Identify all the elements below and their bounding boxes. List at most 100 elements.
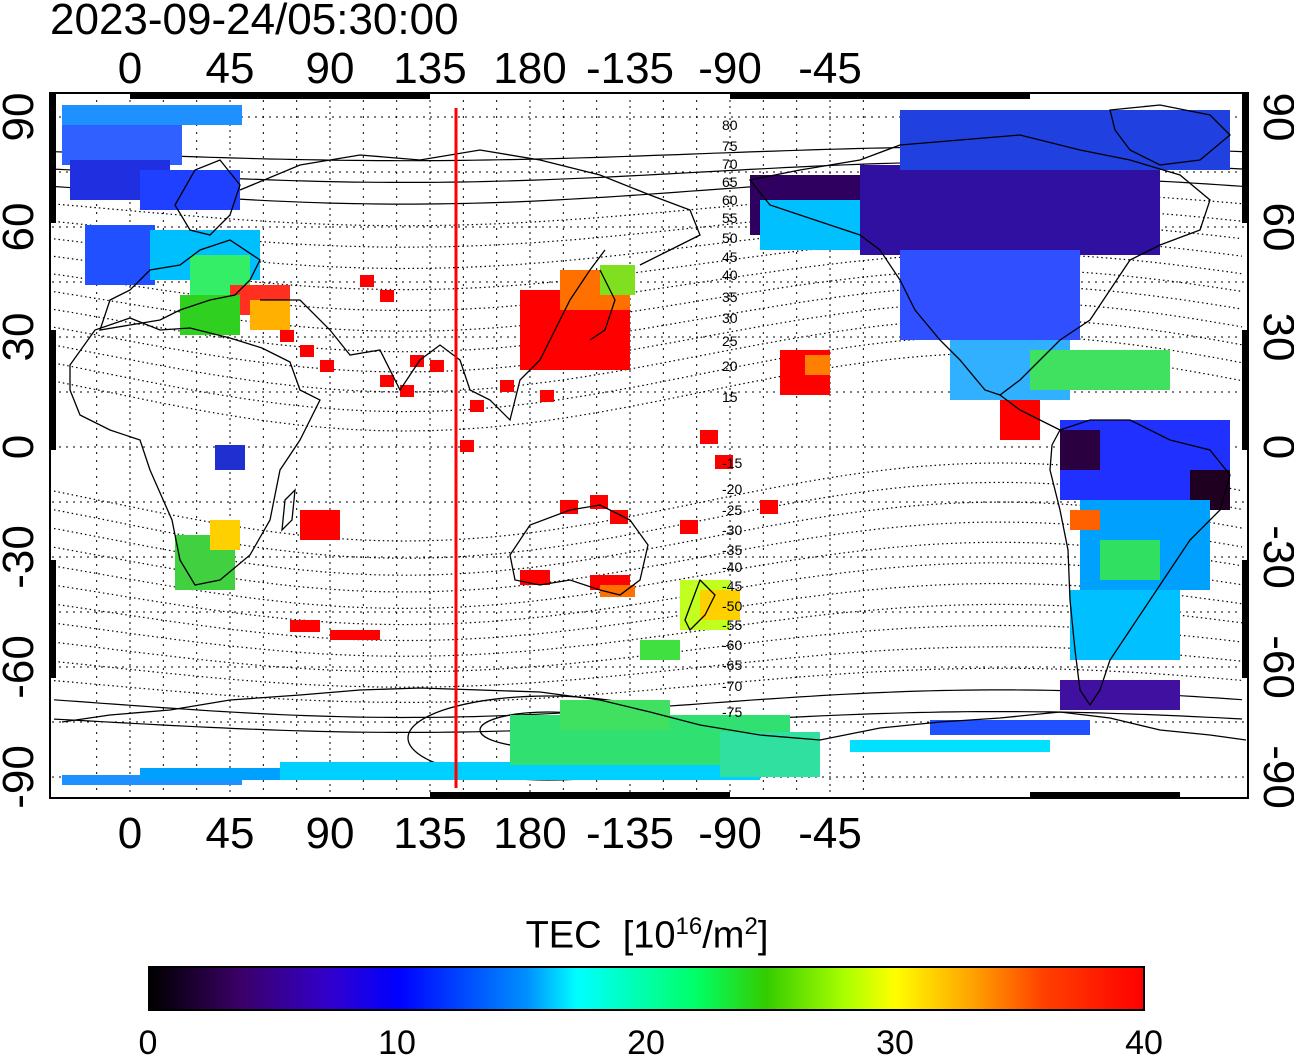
right-latitude-label: -60: [1254, 635, 1294, 699]
magnetic-latitude-label: 80: [722, 117, 738, 133]
top-longitude-label: 90: [306, 44, 355, 93]
magnetic-latitude-label: 50: [722, 230, 738, 246]
tec-patch: [540, 390, 554, 402]
tec-patch: [850, 740, 1050, 752]
tec-patch: [180, 295, 240, 335]
tec-patch: [900, 250, 1080, 340]
frame-bar-left-2: [50, 330, 56, 450]
top-longitude-label: 45: [206, 44, 255, 93]
tec-patch: [330, 630, 380, 640]
axis-labels: 0 45 90 135 180 -135 -90 -450 45 90 135 180 -135 -90-…: [0, 44, 1294, 858]
left-latitude-label: -90: [0, 745, 43, 809]
timestamp-title: 2023-09-24/05:30:00: [50, 0, 459, 44]
magnetic-latitude-label: 25: [722, 333, 738, 349]
top-longitude-label: 0: [118, 44, 142, 93]
magnetic-latitude-curve: [53, 521, 1243, 593]
tec-patch: [1000, 400, 1040, 440]
tec-patch: [1100, 540, 1160, 580]
colorbar-unit-exp2: 2: [744, 913, 758, 940]
tec-patch: [300, 510, 340, 540]
magnetic-latitude-label: 45: [722, 249, 738, 265]
top-longitude-label: -135: [586, 44, 674, 93]
magnetic-latitude-label: 65: [722, 174, 738, 190]
frame-bar-right: [1242, 93, 1248, 223]
bottom-longitude-label: -135: [586, 809, 674, 858]
coastlines: [61, 104, 1247, 741]
right-latitude-label: -90: [1254, 745, 1294, 809]
tec-patch: [500, 380, 514, 392]
tec-colorbar: [148, 966, 1145, 1011]
magnetic-latitude-label: -55: [722, 617, 742, 633]
magnetic-latitude-label: -65: [722, 657, 742, 673]
tec-data-patches: [62, 105, 1230, 785]
magnetic-latitude-curve: [53, 301, 1243, 373]
magnetic-latitude-label: 55: [722, 210, 738, 226]
bottom-longitude-label: -90: [698, 809, 762, 858]
tec-patch: [640, 640, 680, 660]
bottom-longitude-label: 180: [493, 809, 566, 858]
frame-bar-bottom: [430, 792, 730, 798]
magnetic-latitude-curve: [53, 462, 1243, 542]
magnetic-latitude-label: -30: [722, 522, 742, 538]
tec-patch: [210, 520, 240, 550]
left-latitude-label: 60: [0, 203, 43, 252]
magnetic-latitude-label: -35: [722, 542, 742, 558]
colorbar-unit-close: ]: [757, 914, 769, 957]
magnetic-latitude-label: -70: [722, 678, 742, 694]
coastline: [69, 317, 321, 586]
tec-patch: [600, 585, 635, 597]
tec-patch: [280, 330, 294, 342]
tec-patch: [62, 105, 242, 125]
frame-bar-top-2: [730, 93, 1030, 99]
tec-patch: [215, 445, 245, 470]
tec-patch: [1060, 680, 1180, 710]
magnetic-latitude-curve: [53, 191, 1243, 227]
left-latitude-label: 30: [0, 313, 43, 362]
tec-patch: [760, 500, 778, 514]
colorbar-tick-label: 40: [1125, 1024, 1163, 1062]
magnetic-latitude-label: 75: [722, 138, 738, 154]
coastline: [260, 299, 471, 392]
magnetic-latitude-label: -45: [722, 578, 742, 594]
tec-patch: [62, 125, 182, 165]
colorbar-title-text: TEC: [525, 914, 602, 957]
bottom-longitude-label: 90: [306, 809, 355, 858]
top-longitude-label: 135: [393, 44, 466, 93]
tec-patch: [590, 495, 608, 509]
top-longitude-label: 180: [493, 44, 566, 93]
coastline: [281, 488, 296, 532]
tec-patch: [715, 455, 733, 469]
magnetic-latitude-curve: [53, 481, 1243, 559]
coastline: [748, 134, 1211, 396]
tec-patch: [320, 360, 334, 372]
frame-bar-right-2: [1242, 330, 1248, 450]
frame-bar-top: [130, 93, 430, 99]
coastline: [589, 269, 616, 341]
colorbar-tick-label: 0: [138, 1024, 158, 1062]
magnetic-latitude-labels: 80 75 70 65 60 55 50 45 40 35 30 25 20 15 -15 -20 -25 -30…: [722, 117, 742, 720]
tec-patch: [1060, 430, 1100, 470]
right-latitude-label: 0: [1254, 435, 1294, 459]
magnetic-latitude-curve: [53, 646, 1243, 688]
coastline: [999, 394, 1061, 431]
colorbar-tick-label: 30: [876, 1024, 914, 1062]
magnetic-latitude-label: -25: [722, 502, 742, 518]
magnetic-latitude-label: -40: [722, 559, 742, 575]
tec-patch: [470, 400, 484, 412]
tec-patch: [280, 762, 760, 780]
magnetic-latitude-label: 30: [722, 310, 738, 326]
bottom-longitude-label: 0: [118, 809, 142, 858]
tec-patch: [380, 375, 394, 387]
magnetic-latitude-label: -50: [722, 598, 742, 614]
bottom-longitude-label: -45: [798, 809, 862, 858]
magnetic-latitude-label: 35: [722, 289, 738, 305]
left-latitude-label: 0: [0, 435, 43, 459]
magnetic-latitude-label: 15: [722, 389, 738, 405]
tec-patch: [560, 500, 578, 514]
colorbar-tick-label: 10: [378, 1024, 416, 1062]
magnetic-latitude-curve: [53, 582, 1243, 642]
magnetic-latitude-label: 40: [722, 267, 738, 283]
magnetic-latitude-curve: [53, 603, 1243, 657]
coastline: [61, 687, 1247, 741]
tec-patch: [140, 768, 300, 780]
